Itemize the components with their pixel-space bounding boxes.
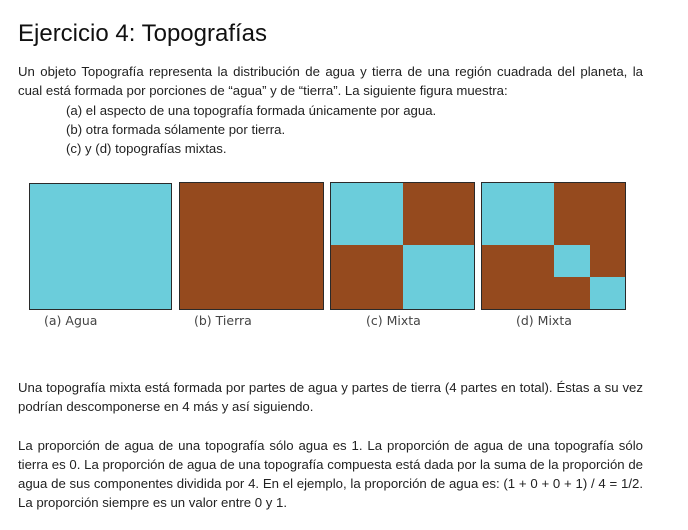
caption-c: (c) Mixta <box>366 313 421 328</box>
caption-a: (a) Agua <box>44 313 98 328</box>
page-title: Ejercicio 4: Topografías <box>18 20 268 47</box>
proportion-paragraph: La proporción de agua de una topografía … <box>18 438 643 510</box>
list-item-c: (c) y (d) topografías mixtas. <box>66 141 227 156</box>
figure-description-list: (a) el aspecto de una topografía formada… <box>66 101 436 158</box>
topography-d-sub-agua-bottom-right <box>590 277 626 310</box>
topography-d-tierra-bottom-left <box>481 245 554 310</box>
topography-c-agua-top-left <box>330 182 403 245</box>
list-item-a: (a) el aspecto de una topografía formada… <box>66 103 437 118</box>
topography-d-tierra-top-right <box>554 182 626 245</box>
topography-b-tierra <box>179 182 324 310</box>
topography-c-tierra-top-right <box>403 182 475 245</box>
caption-d: (d) Mixta <box>516 313 572 328</box>
intro-paragraph: Un objeto Topografía representa la distr… <box>18 64 643 98</box>
topography-d-sub-agua-top-left <box>554 245 590 277</box>
topography-c-agua-bottom-right <box>403 245 475 310</box>
topography-d-border <box>481 182 626 310</box>
topography-b-border <box>179 182 324 310</box>
list-item-b: (b) otra formada sólamente por tierra. <box>66 122 286 137</box>
caption-b: (b) Tierra <box>194 313 252 328</box>
topography-d-sub-tierra-bottom-left <box>554 277 590 310</box>
topography-figure: (a) Agua (b) Tierra (c) Mixta (d) Mixta <box>0 180 688 330</box>
topography-d-sub-tierra-top-right <box>590 245 626 277</box>
topography-d-agua-top-left <box>481 182 554 245</box>
topography-c-tierra-bottom-left <box>330 245 403 310</box>
topography-a-border <box>29 183 172 310</box>
topography-a-agua <box>29 183 172 310</box>
topography-c-border <box>330 182 475 310</box>
mixed-description-paragraph: Una topografía mixta está formada por pa… <box>18 380 643 414</box>
